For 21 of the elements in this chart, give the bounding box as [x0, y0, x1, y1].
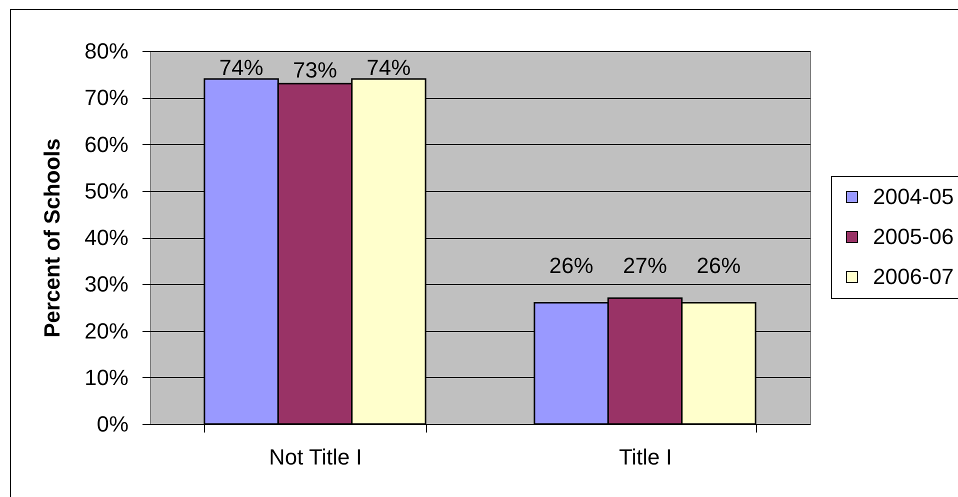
- y-tick-label: 80%: [84, 38, 128, 64]
- legend-label: 2004-05: [873, 184, 954, 209]
- y-tick-label: 50%: [84, 178, 128, 204]
- data-label: 26%: [696, 252, 741, 278]
- data-label: 27%: [622, 253, 668, 278]
- x-tick-label: Not Title I: [269, 444, 362, 470]
- y-tick-label: 20%: [84, 318, 128, 344]
- y-axis-title: Percent of Schools: [39, 138, 64, 338]
- y-tick-label: 60%: [84, 132, 128, 157]
- data-label: 73%: [292, 58, 338, 83]
- data-label: 26%: [549, 252, 594, 278]
- x-tick-label: Title I: [619, 444, 672, 470]
- legend-label: 2005-06: [873, 224, 954, 249]
- y-tick-label: 40%: [84, 225, 128, 250]
- y-tick-label: 10%: [84, 364, 128, 390]
- y-tick-label: 70%: [84, 85, 128, 110]
- y-tick-label: 30%: [84, 272, 128, 297]
- legend-label: 2006-07: [873, 264, 954, 289]
- data-label: 74%: [366, 54, 411, 80]
- data-label: 74%: [219, 54, 264, 80]
- y-tick-label: 0%: [96, 412, 128, 436]
